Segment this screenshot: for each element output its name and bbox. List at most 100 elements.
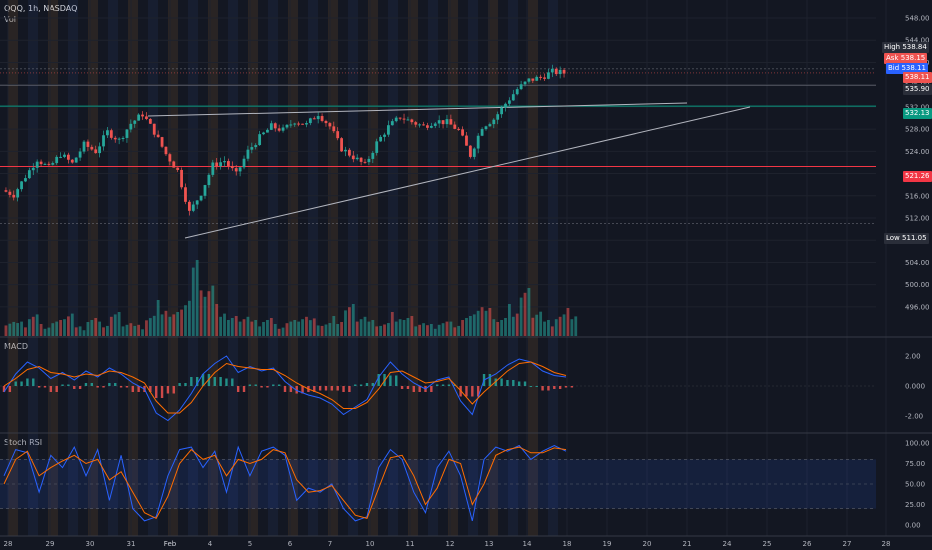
macd-histogram-bar bbox=[541, 386, 544, 391]
candle-body bbox=[496, 114, 500, 120]
volume-bar bbox=[418, 324, 422, 336]
macd-histogram-bar bbox=[418, 386, 421, 392]
time-tick-label: 7 bbox=[328, 540, 332, 548]
macd-histogram-bar bbox=[119, 386, 123, 388]
volume-bar bbox=[367, 321, 371, 336]
low-tag: Low 511.05 bbox=[884, 233, 929, 244]
session-band bbox=[168, 0, 178, 536]
candle-body bbox=[453, 124, 457, 129]
volume-bar bbox=[199, 290, 203, 336]
level-tag-535: 535.90 bbox=[903, 84, 932, 95]
macd-histogram-bar bbox=[43, 386, 47, 388]
macd-histogram-bar bbox=[283, 386, 287, 392]
macd-label: MACD bbox=[4, 342, 28, 351]
time-tick-label: 13 bbox=[485, 540, 494, 548]
level-tag-532: 532.13 bbox=[903, 108, 932, 119]
volume-bar bbox=[82, 330, 86, 336]
last-price-tag: 538.11 bbox=[903, 72, 932, 83]
volume-bar bbox=[328, 323, 332, 336]
session-band bbox=[348, 0, 358, 536]
candle-body bbox=[109, 130, 113, 138]
candle-body bbox=[504, 103, 507, 108]
volume-bar bbox=[172, 314, 176, 336]
candle-body bbox=[539, 76, 543, 78]
volume-bar bbox=[137, 324, 141, 336]
candle-body bbox=[375, 141, 379, 153]
low-tag-value: 511.05 bbox=[902, 234, 927, 242]
macd-histogram-bar bbox=[108, 383, 111, 386]
volume-bar bbox=[293, 320, 297, 336]
session-band bbox=[508, 0, 518, 536]
time-tick-label: 20 bbox=[643, 540, 652, 548]
candle-body bbox=[511, 94, 515, 101]
volume-bar bbox=[410, 316, 414, 336]
volume-bar bbox=[523, 292, 527, 336]
volume-bar bbox=[223, 313, 226, 336]
volume-bar bbox=[453, 327, 457, 336]
volume-bar bbox=[566, 308, 570, 336]
candle-body bbox=[27, 170, 31, 179]
candle-body bbox=[246, 149, 250, 159]
macd-histogram-bar bbox=[506, 380, 509, 386]
volume-bar bbox=[461, 320, 464, 336]
macd-histogram-bar bbox=[348, 386, 351, 392]
candle-body bbox=[98, 146, 102, 154]
candle-body bbox=[211, 162, 215, 175]
volume-bar bbox=[125, 324, 129, 336]
session-band bbox=[88, 0, 98, 536]
candle-body bbox=[262, 132, 265, 135]
volume-bar bbox=[242, 319, 246, 336]
candle-body bbox=[59, 156, 62, 158]
volume-bar bbox=[445, 321, 449, 336]
volume-bar bbox=[488, 308, 492, 336]
volume-bar bbox=[215, 304, 219, 336]
time-tick-label: 5 bbox=[248, 540, 252, 548]
candle-body bbox=[51, 163, 55, 165]
macd-histogram-bar bbox=[371, 383, 375, 386]
candle-body bbox=[277, 128, 281, 131]
volume-bar bbox=[102, 327, 105, 336]
macd-histogram-bar bbox=[447, 384, 451, 386]
trendline-upper bbox=[147, 102, 688, 117]
candle-body bbox=[215, 162, 219, 167]
candle-body bbox=[418, 124, 422, 126]
volume-bar bbox=[207, 291, 211, 336]
candle-body bbox=[293, 123, 297, 125]
volume-bar bbox=[433, 328, 437, 336]
session-band bbox=[228, 0, 238, 536]
macd-tick-label: -2.00 bbox=[905, 413, 923, 421]
volume-bar bbox=[519, 297, 523, 336]
volume-bar bbox=[476, 310, 480, 336]
volume-bar bbox=[441, 323, 445, 336]
macd-histogram-bar bbox=[436, 384, 439, 386]
volume-bar bbox=[129, 323, 133, 336]
macd-histogram-bar bbox=[500, 378, 503, 386]
volume-bar bbox=[258, 326, 262, 336]
candle-body bbox=[94, 149, 98, 154]
volume-bar bbox=[301, 319, 304, 336]
bid-tag-value: 538.11 bbox=[901, 64, 926, 72]
time-tick-label: 28 bbox=[4, 540, 13, 548]
time-tick-label: 19 bbox=[603, 540, 612, 548]
macd-histogram-bar bbox=[178, 383, 181, 386]
candle-body bbox=[449, 119, 453, 125]
volume-bar bbox=[550, 326, 554, 336]
macd-histogram-bar bbox=[248, 384, 252, 386]
time-tick-label: 21 bbox=[683, 540, 692, 548]
macd-histogram-bar bbox=[266, 386, 269, 388]
candle-body bbox=[148, 118, 152, 124]
candle-body bbox=[488, 124, 492, 127]
volume-bar bbox=[24, 327, 27, 336]
price-tick-label: 544.00 bbox=[905, 37, 930, 45]
time-tick-label: 26 bbox=[803, 540, 812, 548]
candle-body bbox=[86, 141, 90, 147]
candle-body bbox=[145, 116, 148, 119]
macd-histogram-bar bbox=[558, 386, 562, 389]
macd-histogram-bar bbox=[190, 377, 193, 386]
stoch-tick-label: 50.00 bbox=[905, 481, 925, 489]
candle-body bbox=[250, 147, 254, 150]
macd-histogram-bar bbox=[96, 386, 99, 388]
volume-bar bbox=[66, 316, 70, 336]
macd-histogram-bar bbox=[400, 386, 404, 389]
